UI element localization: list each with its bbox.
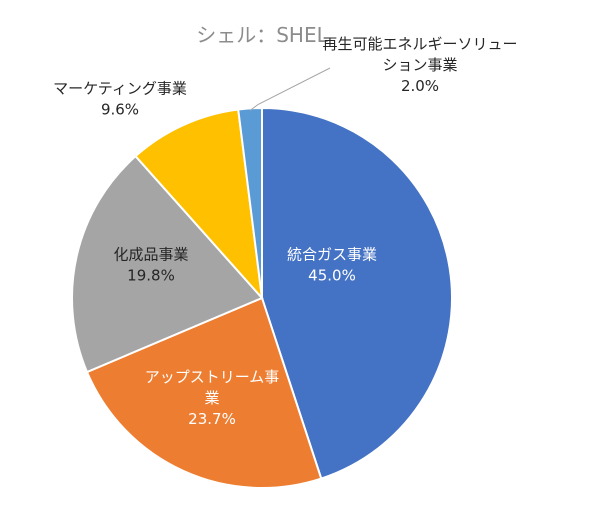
pie-slice-upstream [85, 296, 323, 489]
slice-label-marketing: マーケティング事業 [53, 80, 187, 98]
leader-line-renewables [249, 67, 331, 111]
slice-value-chemicals: 19.8% [127, 267, 175, 285]
leader-lines [249, 67, 331, 111]
slice-value-upstream: 23.7% [188, 410, 236, 428]
slice-label-renewables: 再生可能エネルギーソリュー [322, 35, 517, 53]
slice-label-renewables: ション事業 [382, 56, 457, 74]
pie-slices [71, 106, 453, 489]
slice-label-chemicals: 化成品事業 [113, 246, 188, 264]
slice-label-upstream: 業 [204, 389, 219, 407]
slice-label-integrated-gas: 統合ガス事業 [287, 246, 377, 264]
pie-slice-integrated-gas [261, 106, 453, 480]
slice-label-upstream: アップストリーム事 [145, 368, 280, 386]
slice-value-integrated-gas: 45.0% [308, 267, 356, 285]
chart-title: シェル：SHEL [196, 23, 328, 47]
slice-value-marketing: 9.6% [101, 101, 139, 119]
slice-value-renewables: 2.0% [401, 77, 439, 95]
pie-slice-marketing [134, 108, 264, 302]
pie-slice-renewables [237, 106, 263, 299]
pie-slice-chemicals [71, 154, 264, 374]
